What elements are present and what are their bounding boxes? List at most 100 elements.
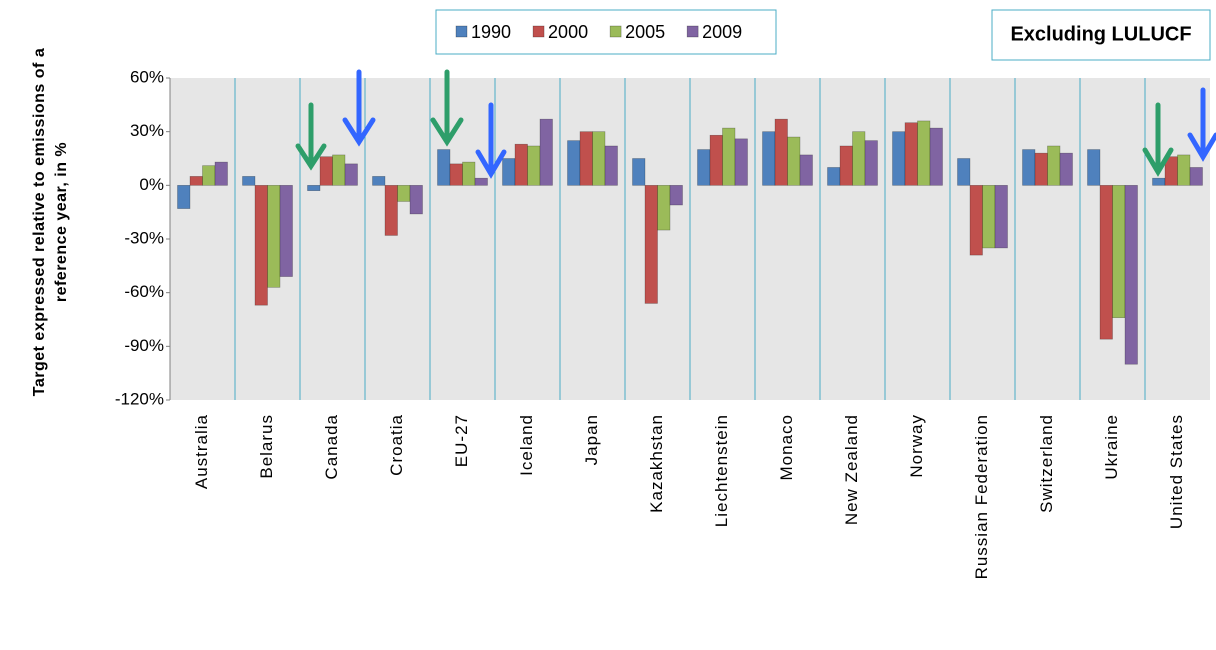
bar <box>644 185 658 304</box>
y-title-line: Target expressed relative to emissions o… <box>31 48 48 396</box>
y-tick-label: 30% <box>130 121 164 140</box>
bar <box>697 149 711 186</box>
y-tick-label: 60% <box>130 67 164 86</box>
bar <box>177 185 191 209</box>
bar <box>514 143 528 186</box>
bar <box>669 185 683 206</box>
legend-swatch <box>455 25 468 38</box>
bar <box>969 185 983 256</box>
bar <box>839 145 853 186</box>
bar <box>579 131 593 186</box>
bar <box>632 158 646 186</box>
y-title-line: reference year, in % <box>53 142 70 302</box>
bar <box>604 145 618 186</box>
legend-label: 1990 <box>471 22 511 42</box>
blue-arrow <box>342 69 376 147</box>
x-tick-label: Ukraine <box>1102 414 1121 480</box>
x-tick-label: Australia <box>192 414 211 489</box>
x-tick-label: Japan <box>582 414 601 465</box>
y-title: Target expressed relative to emissions o… <box>31 48 70 396</box>
bar <box>762 131 776 186</box>
bar <box>592 131 606 186</box>
x-tick-label: Monaco <box>777 414 796 480</box>
legend-label: 2005 <box>625 22 665 42</box>
bar <box>214 161 228 186</box>
annotation-box <box>991 9 1211 61</box>
bar <box>409 185 423 215</box>
bar <box>1177 154 1191 186</box>
bar <box>567 140 581 186</box>
bar <box>904 122 918 186</box>
bar <box>254 185 268 306</box>
x-tick-label: Kazakhstan <box>647 414 666 513</box>
bar <box>502 158 516 186</box>
bar <box>474 177 488 186</box>
bar <box>202 165 216 186</box>
bar <box>189 176 203 186</box>
bar <box>982 185 996 249</box>
legend-swatch <box>609 25 622 38</box>
blue-arrow <box>1187 87 1216 162</box>
bar <box>344 163 358 186</box>
bar <box>799 154 813 186</box>
bar <box>527 145 541 186</box>
x-tick-label: Canada <box>322 414 341 480</box>
bar <box>372 176 386 186</box>
x-tick-label: Croatia <box>387 414 406 476</box>
bar <box>1059 152 1073 186</box>
bar <box>267 185 281 288</box>
bar <box>1022 149 1036 186</box>
green-arrow <box>430 69 464 147</box>
x-tick-label: EU-27 <box>452 414 471 467</box>
bar <box>657 185 671 231</box>
y-tick-label: -60% <box>124 282 164 301</box>
y-tick-label: 0% <box>139 175 164 194</box>
y-tick-label: -30% <box>124 228 164 247</box>
bar <box>994 185 1008 249</box>
bar <box>1099 185 1113 340</box>
bar <box>437 149 451 186</box>
bar <box>462 161 476 186</box>
bar <box>827 167 841 186</box>
bar <box>384 185 398 236</box>
x-tick-label: New Zealand <box>842 414 861 525</box>
bars <box>177 118 1203 365</box>
legend-label: 2000 <box>548 22 588 42</box>
annotation: Excluding LULUCF <box>1010 23 1191 45</box>
bar <box>734 138 748 186</box>
bar <box>279 185 293 277</box>
bar <box>539 118 553 186</box>
legend-swatch <box>686 25 699 38</box>
y-tick-label: -120% <box>115 389 164 408</box>
bar <box>1087 149 1101 186</box>
y-tick-label: -90% <box>124 336 164 355</box>
bar <box>1124 185 1138 365</box>
bar <box>852 131 866 186</box>
bar <box>709 134 723 186</box>
bar <box>774 118 788 186</box>
bar <box>319 156 333 186</box>
x-tick-label: Belarus <box>257 414 276 479</box>
green-arrow <box>295 102 327 171</box>
x-tick-label: Norway <box>907 414 926 478</box>
bar <box>722 127 736 186</box>
legend-swatch <box>532 25 545 38</box>
x-tick-label: Russian Federation <box>972 414 991 579</box>
bar <box>917 120 931 186</box>
bar <box>787 136 801 186</box>
arrows <box>295 69 1216 179</box>
x-tick-label: Iceland <box>517 414 536 476</box>
x-tick-label: United States <box>1167 414 1186 529</box>
bar <box>397 185 411 202</box>
green-arrow <box>1142 102 1174 177</box>
bar <box>1152 177 1166 186</box>
bar <box>242 176 256 186</box>
bar <box>864 140 878 186</box>
bar <box>892 131 906 186</box>
bar <box>307 185 321 191</box>
bar <box>1047 145 1061 186</box>
legend: 1990 2000 2005 2009 <box>455 22 742 42</box>
bar <box>1189 167 1203 186</box>
x-tick-label: Switzerland <box>1037 414 1056 513</box>
